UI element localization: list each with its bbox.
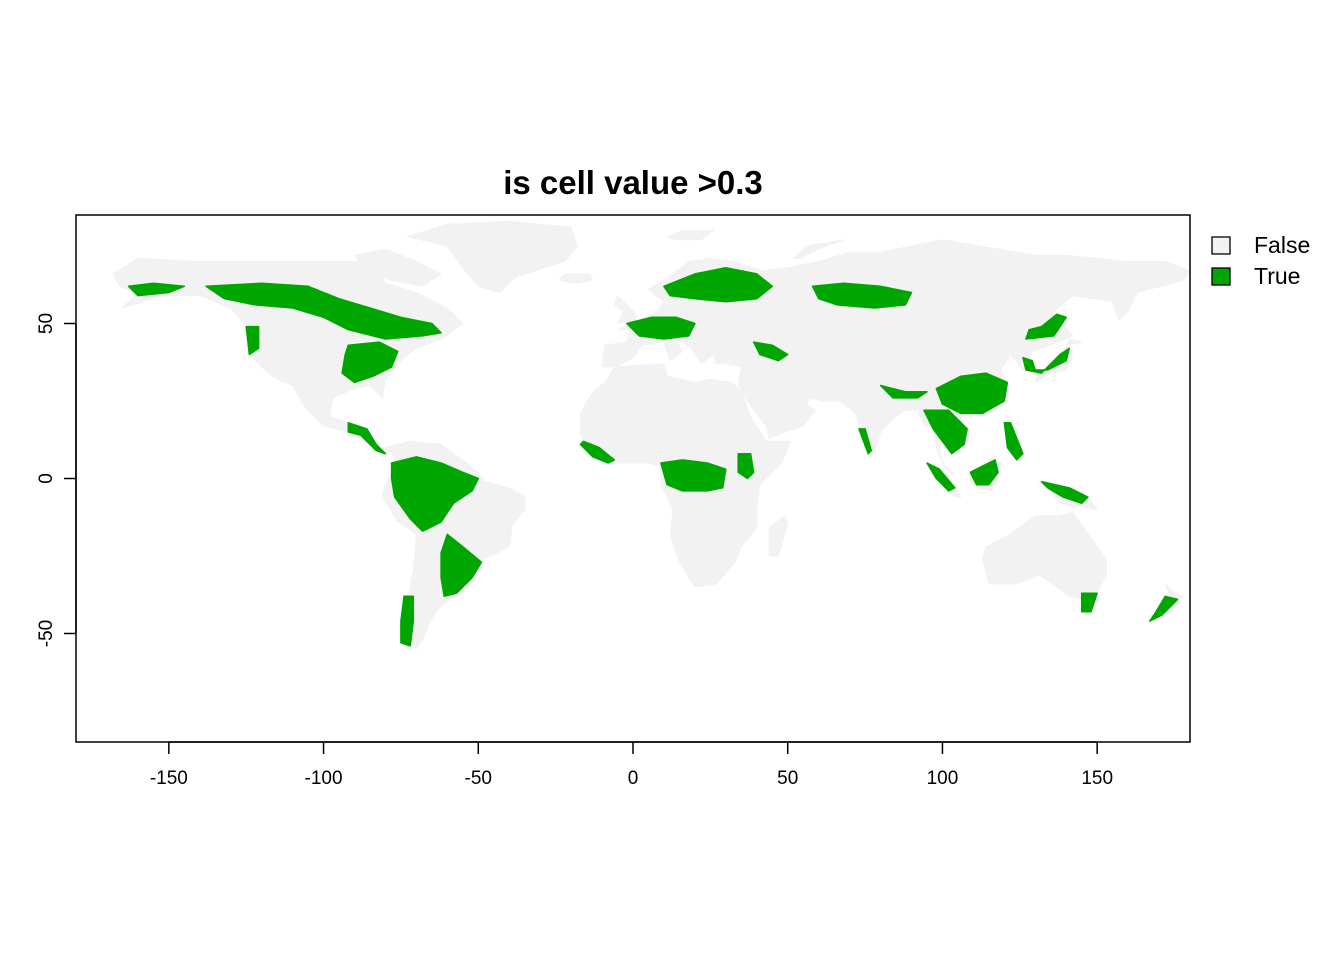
land-region-svalbard <box>665 230 716 241</box>
legend-swatch-false <box>1211 236 1231 255</box>
true-region-new-guinea <box>1040 480 1089 505</box>
true-region-canadian-boreal-belt <box>205 282 442 340</box>
true-region-indochina <box>923 409 968 455</box>
legend: False True <box>1211 232 1310 289</box>
land-region-iceland <box>557 273 594 284</box>
x-tick-label: 100 <box>927 768 959 789</box>
true-region-borneo <box>969 459 999 486</box>
true-region-russian-far-east <box>1025 313 1067 340</box>
x-tick-label: 0 <box>628 768 639 789</box>
legend-swatch-true <box>1211 267 1231 286</box>
true-region-korea-and-japan <box>1022 347 1071 374</box>
x-axis: -150 -100 -50 0 50 100 150 <box>150 741 1113 789</box>
land-region-baffin-and-arctic-islands <box>353 248 443 287</box>
x-tick-label: -100 <box>305 768 343 789</box>
land-region-madagascar <box>768 514 789 557</box>
land-region-greenland <box>405 220 578 294</box>
true-region-caucasus <box>752 341 789 362</box>
true-region-parana-and-atlantic-forest <box>440 533 483 598</box>
true-region-alaska <box>127 282 186 297</box>
x-tick-label: 150 <box>1081 768 1113 789</box>
x-tick-label: -50 <box>465 768 492 789</box>
map-title: is cell value >0.3 <box>503 164 763 201</box>
true-region-eastern-us-forests <box>341 341 399 384</box>
y-tick-label: 50 <box>36 313 57 334</box>
true-region-scandinavia-and-western-russia <box>663 266 774 303</box>
legend-label-false: False <box>1254 232 1310 258</box>
true-region-amazon-basin <box>390 456 480 532</box>
x-tick-label: -150 <box>150 768 188 789</box>
true-region-west-africa-coast <box>579 440 616 464</box>
true-region-southern-china <box>935 372 1009 415</box>
true-region-philippines <box>1003 421 1024 461</box>
true-region-congo-basin <box>660 459 727 492</box>
land-region-novaya-zemlya <box>792 239 844 259</box>
true-region-central-europe <box>626 316 696 340</box>
true-region-southern-chile <box>400 595 415 647</box>
true-region-sumatra <box>926 462 956 492</box>
true-region-pacific-northwest <box>245 325 260 356</box>
true-region-western-siberia <box>811 282 913 309</box>
land-region-australia <box>982 512 1107 600</box>
x-tick-label: 50 <box>777 768 798 789</box>
true-region-new-zealand <box>1149 595 1179 622</box>
true-region-tasmania-and-se-australia <box>1080 592 1098 613</box>
legend-label-true: True <box>1254 263 1300 289</box>
true-region-east-african-highlands <box>737 452 755 480</box>
true-region-himalaya-foothills <box>879 384 928 399</box>
y-axis: -50 0 50 <box>36 313 77 647</box>
y-tick-label: -50 <box>36 620 57 647</box>
y-tick-label: 0 <box>36 473 57 484</box>
true-region-central-america <box>347 421 387 455</box>
true-region-western-ghats <box>858 428 873 455</box>
land-region-great-britain <box>613 294 637 325</box>
true-cells-layer <box>127 266 1179 647</box>
